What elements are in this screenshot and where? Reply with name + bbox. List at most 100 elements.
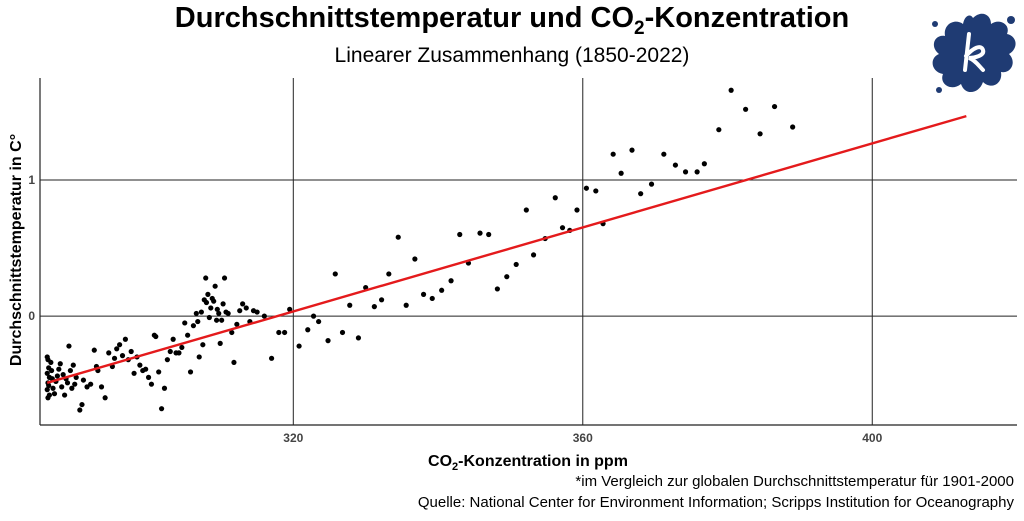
data-point [237,308,243,314]
data-point [73,374,79,380]
data-point [386,271,392,277]
trend-line-group [46,114,967,384]
data-point [208,305,214,311]
data-point [203,275,209,281]
y-tick-label: 1 [28,173,35,187]
data-point [229,329,235,336]
data-point [203,299,210,306]
data-point [728,87,734,93]
data-point [44,387,50,393]
data-point [661,151,667,157]
data-point [494,286,500,292]
x-tick-label: 400 [862,431,882,445]
chart-title: Durchschnittstemperatur und CO2-Konzentr… [0,2,1024,40]
data-point [196,354,202,360]
data-point [143,366,149,372]
x-tick-label: 320 [283,431,303,445]
data-point [429,295,435,302]
data-point [106,350,112,356]
trend-line [46,114,967,384]
data-point [170,336,176,342]
data-point [193,310,199,317]
source-note: Quelle: National Center for Environment … [417,494,1014,511]
data-point [46,382,52,389]
data-point [164,357,170,363]
data-point [161,385,168,391]
data-point [240,301,246,307]
tick-labels: 320 360 400 0 1 [28,173,882,445]
data-point [743,106,749,112]
data-point [64,380,71,386]
data-point [122,336,128,342]
chart-subtitle: Linearer Zusammenhang (1850-2022) [334,44,690,67]
data-point [296,343,302,349]
data-point [629,147,635,153]
data-point [51,391,58,397]
data-point [648,181,655,187]
data-point [60,372,66,378]
data-point [225,310,231,317]
data-point [371,304,377,310]
data-point [128,348,134,355]
data-point [610,151,616,157]
data-point [216,310,222,317]
data-point [79,401,85,408]
title-text-suffix: -Konzentration [644,2,850,34]
data-point [694,169,700,175]
data-point [67,367,73,374]
data-point [44,370,50,376]
x-axis-label: CO2-Konzentration in ppm [428,453,628,473]
data-point [145,374,152,380]
data-point [59,384,65,390]
data-point [62,392,68,398]
data-point [88,381,94,387]
data-point [117,342,123,348]
data-point [219,317,225,323]
data-point [179,344,185,351]
footnote: *im Vergleich zur globalen Durchschnitts… [575,473,1014,490]
y-tick-label: 0 [28,309,35,323]
data-point [757,131,763,137]
data-point [70,362,76,368]
data-point [530,252,537,258]
y-axis-label: Durchschnittstemperatur in C° [8,134,25,366]
data-point [790,124,796,130]
data-point [638,191,644,197]
data-point [403,302,409,308]
data-point [523,207,529,213]
data-point [158,406,165,412]
data-point [276,329,282,336]
data-point [378,297,385,303]
data-point [457,231,463,238]
data-point [355,335,362,341]
data-point [190,323,197,329]
data-point [212,283,218,289]
data-point [220,301,226,307]
data-point [552,195,558,201]
data-point [66,343,72,349]
data-point [261,313,267,319]
data-point [156,369,162,375]
data-point [716,127,722,133]
data-point [137,362,143,368]
data-point [205,291,211,297]
data-point [198,309,204,315]
data-point [91,347,97,353]
data-point [84,384,90,390]
data-point [682,169,689,175]
data-point [69,385,75,391]
data-point [72,381,78,387]
data-point [574,207,580,213]
data-point [316,318,322,325]
data-point [214,306,220,312]
data-point [282,329,288,336]
grid-lines [40,78,1017,425]
data-point [50,385,56,391]
data-point [176,350,182,356]
data-point [412,256,418,262]
data-point [439,287,445,293]
data-point [48,359,54,366]
data-point [310,313,317,319]
data-point [395,234,401,240]
